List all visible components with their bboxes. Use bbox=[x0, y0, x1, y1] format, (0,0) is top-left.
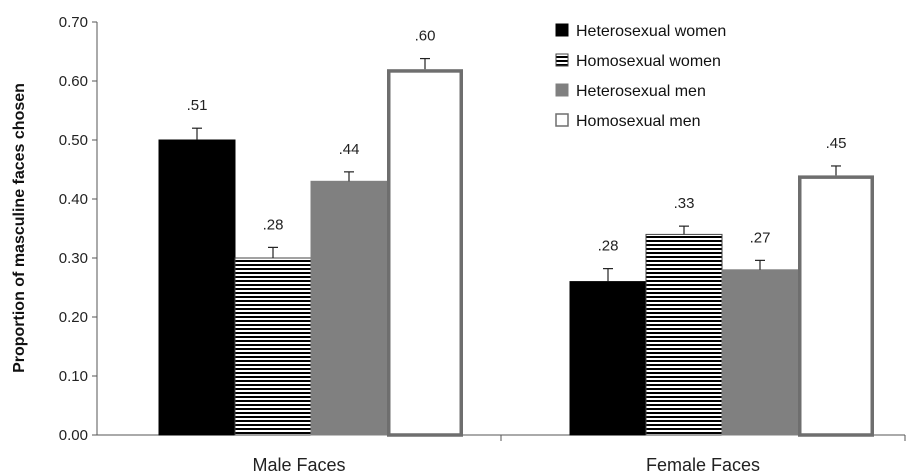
x-category-label: Male Faces bbox=[252, 455, 345, 475]
bar bbox=[234, 257, 312, 436]
y-tick-label: 0.20 bbox=[59, 309, 88, 326]
bar bbox=[645, 233, 723, 436]
y-axis-title: Proportion of masculine faces chosen bbox=[11, 83, 28, 373]
bar bbox=[569, 281, 647, 436]
bar bbox=[798, 175, 874, 437]
legend-swatch bbox=[555, 23, 569, 37]
legend-swatch bbox=[555, 113, 569, 127]
legend-swatch bbox=[555, 53, 569, 67]
data-label: .60 bbox=[415, 28, 436, 45]
data-label: .28 bbox=[598, 238, 619, 255]
legend-swatch bbox=[555, 83, 569, 97]
y-axis: 0.00 0.10 0.20 0.30 0.40 0.50 0.60 0.70 Male Fac… bbox=[59, 14, 906, 475]
data-label: .33 bbox=[674, 195, 695, 212]
bar bbox=[387, 69, 463, 437]
legend-label: Homosexual men bbox=[576, 113, 701, 130]
data-label: .28 bbox=[263, 216, 284, 233]
y-tick-label: 0.40 bbox=[59, 191, 88, 208]
y-tick-label: 0.50 bbox=[59, 132, 88, 149]
y-tick-label: 0.60 bbox=[59, 73, 88, 90]
y-tick-label: 0.70 bbox=[59, 14, 88, 31]
bar bbox=[158, 139, 236, 436]
legend: Heterosexual women Homosexual women Hetero… bbox=[555, 23, 726, 130]
legend-label: Homosexual women bbox=[576, 53, 721, 70]
y-tick-label: 0.00 bbox=[59, 427, 88, 444]
bars: .51 .28 .28 .33 .44 .27 .60 .45 bbox=[158, 28, 874, 437]
data-label: .44 bbox=[339, 141, 360, 158]
bar bbox=[310, 180, 388, 436]
x-category-label: Female Faces bbox=[646, 455, 760, 475]
data-label: .27 bbox=[750, 229, 771, 246]
legend-label: Heterosexual women bbox=[576, 23, 726, 40]
y-tick-label: 0.10 bbox=[59, 368, 88, 385]
legend-label: Heterosexual men bbox=[576, 83, 706, 100]
bar bbox=[721, 269, 799, 436]
data-label: .45 bbox=[826, 135, 847, 152]
data-label: .51 bbox=[187, 97, 208, 114]
y-tick-label: 0.30 bbox=[59, 250, 88, 267]
